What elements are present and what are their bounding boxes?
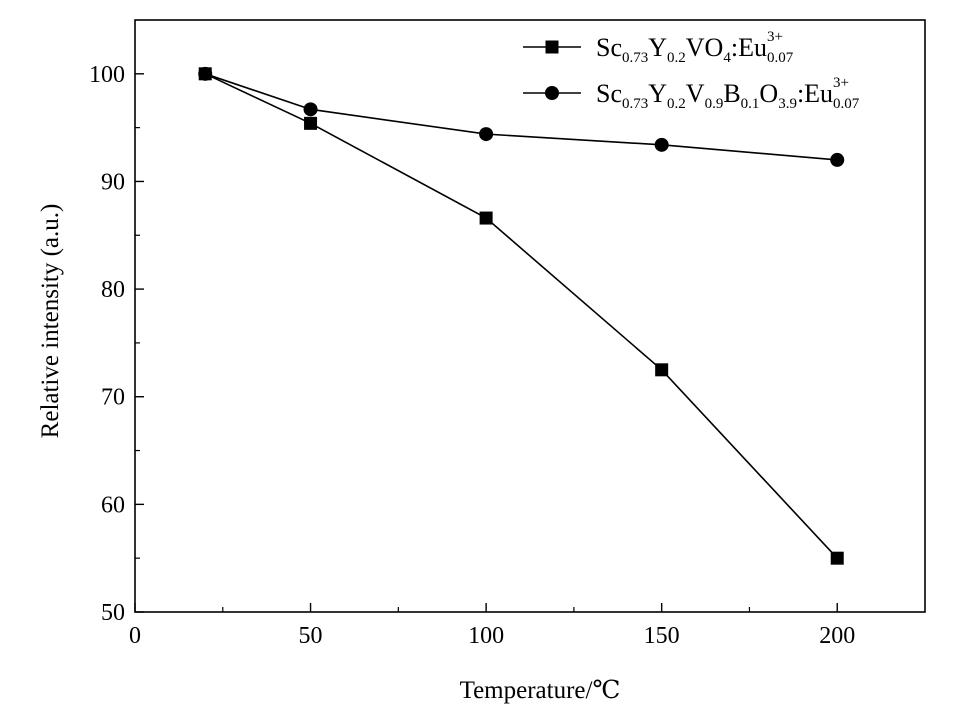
data-point-square bbox=[479, 211, 493, 225]
legend-label-part: O bbox=[759, 79, 778, 108]
data-point-circle bbox=[654, 137, 669, 152]
legend-label-part: 3+ bbox=[767, 29, 783, 45]
legend-entry: Sc 0.73 Y 0.2 V 0.9 B 0.1 O 3.9:Eu 3+ 0.07 bbox=[523, 75, 860, 112]
legend-label-part: Y bbox=[648, 79, 667, 108]
legend-label-part: V bbox=[686, 79, 705, 108]
legend-label-part: 0.73 bbox=[622, 96, 648, 112]
legend-label-part: 0.73 bbox=[622, 50, 648, 66]
legend-label-part: 0.07 bbox=[767, 50, 794, 66]
legend-label-part: 3+ bbox=[833, 75, 849, 91]
x-tick-label: 200 bbox=[819, 623, 855, 649]
legend-label-part: :Eu bbox=[797, 79, 833, 108]
legend-label-part: Sc bbox=[596, 33, 622, 62]
legend-marker-circle bbox=[545, 86, 559, 100]
legend-label-part: 0.2 bbox=[667, 96, 686, 112]
y-tick-label: 90 bbox=[101, 169, 125, 195]
series-square bbox=[198, 67, 844, 565]
x-tick-label: 0 bbox=[129, 623, 141, 649]
legend-label-part: Sc bbox=[596, 79, 622, 108]
data-point-circle bbox=[198, 66, 213, 81]
legend-label-part: 0.2 bbox=[667, 50, 686, 66]
plot-frame bbox=[134, 19, 926, 613]
y-tick-label: 80 bbox=[101, 277, 125, 303]
y-tick-label: 100 bbox=[89, 62, 125, 88]
y-axis-title: Relative intensity (a.u.) bbox=[37, 204, 64, 439]
y-tick-label: 70 bbox=[101, 385, 125, 411]
legend-label-part: :Eu bbox=[731, 33, 767, 62]
legend-label-part: 0.9 bbox=[705, 96, 724, 112]
x-tick-label: 100 bbox=[468, 623, 504, 649]
legend-label-part: B bbox=[723, 79, 740, 108]
data-point-circle bbox=[303, 102, 318, 117]
data-point-circle bbox=[830, 152, 845, 167]
legend-label-part: Y bbox=[648, 33, 667, 62]
data-point-circle bbox=[479, 127, 494, 142]
x-tick-label: 50 bbox=[299, 623, 323, 649]
legend-label-part: 0.07 bbox=[833, 96, 860, 112]
y-tick-label: 50 bbox=[101, 600, 125, 626]
data-point-square bbox=[830, 551, 844, 565]
legend-label-part: 0.1 bbox=[741, 96, 760, 112]
legend-entry: Sc 0.73 Y 0.2 VO 4:Eu 3+ 0.07 bbox=[523, 29, 794, 66]
series-layer bbox=[198, 66, 845, 565]
legend-label-part: 4 bbox=[723, 50, 731, 66]
y-tick-label: 60 bbox=[101, 492, 125, 518]
legend-marker-square bbox=[545, 40, 559, 54]
legend-label-part: 3.9 bbox=[778, 96, 797, 112]
data-point-square bbox=[655, 363, 669, 377]
series-circle bbox=[198, 66, 845, 167]
x-tick-label: 150 bbox=[644, 623, 680, 649]
data-point-square bbox=[304, 116, 318, 130]
legend-label-part: VO bbox=[686, 33, 724, 62]
x-axis-title: Temperature/℃ bbox=[460, 677, 621, 704]
